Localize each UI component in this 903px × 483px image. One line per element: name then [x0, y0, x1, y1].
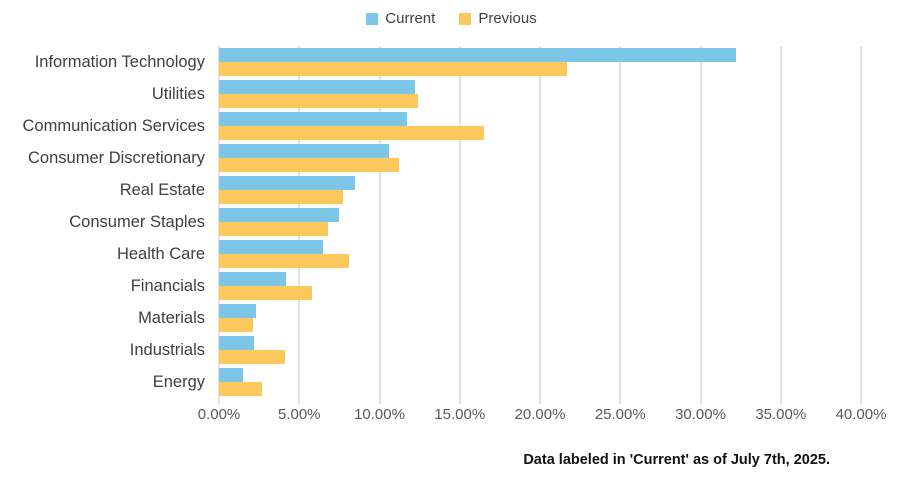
bar-current	[219, 80, 415, 94]
bar-previous	[219, 222, 329, 236]
bar-previous	[219, 158, 399, 172]
bar-current	[219, 336, 255, 350]
bar-current	[219, 272, 287, 286]
legend-swatch-icon	[459, 12, 472, 25]
gridline	[699, 46, 702, 404]
bar-current	[219, 208, 340, 222]
category-label: Financials	[130, 276, 205, 295]
plot-area	[218, 46, 862, 404]
x-axis-tick-label: 15.00%	[434, 406, 486, 423]
bar-row	[219, 302, 861, 334]
footnote: Data labeled in 'Current' as of July 7th…	[523, 452, 830, 468]
bar-previous	[219, 94, 419, 108]
bar-current	[219, 304, 256, 318]
bar-previous	[219, 286, 313, 300]
bar-previous	[219, 350, 285, 364]
x-axis-tick-label: 40.00%	[835, 406, 887, 423]
category-label: Communication Services	[22, 116, 205, 135]
bar-row	[219, 78, 861, 110]
category-label: Real Estate	[119, 180, 205, 199]
category-label: Health Care	[116, 244, 205, 263]
bar-row	[219, 334, 861, 366]
bar-row	[219, 46, 861, 78]
bar-previous	[219, 318, 253, 332]
bar-row	[219, 174, 861, 206]
chart-legend: Current Previous	[0, 10, 903, 27]
category-label: Consumer Discretionary	[28, 148, 205, 167]
gridline	[378, 46, 381, 404]
x-axis-tick-label: 30.00%	[675, 406, 726, 423]
bar-row	[219, 270, 861, 302]
bar-current	[219, 176, 356, 190]
legend-label: Current	[385, 10, 436, 27]
gridline	[539, 46, 541, 404]
category-label: Consumer Staples	[69, 212, 205, 231]
legend-label: Previous	[478, 10, 537, 27]
x-axis-tick-label: 10.00%	[354, 406, 405, 423]
y-axis-category-labels: Information Technology Utilities Communica…	[0, 46, 205, 398]
bar-previous	[219, 190, 343, 204]
gridline	[458, 46, 461, 404]
bar-previous	[219, 382, 263, 396]
legend-swatch-icon	[366, 12, 379, 25]
bar-row	[219, 206, 861, 238]
gridline	[860, 46, 862, 404]
bar-previous	[219, 254, 349, 268]
x-axis-tick-label: 35.00%	[755, 406, 807, 423]
bar-row	[219, 142, 861, 174]
x-axis-tick-label: 0.00%	[197, 406, 241, 423]
legend-item-current: Current	[366, 10, 435, 27]
x-axis-tick-labels: 0.00% 5.00% 10.00% 15.00% 20.00% 25.00% 30.00%…	[198, 406, 887, 426]
bar-previous	[219, 62, 568, 76]
gridline	[779, 46, 782, 404]
x-axis-tick-label: 5.00%	[277, 406, 321, 423]
bar-row	[219, 366, 861, 398]
bar-previous	[219, 126, 484, 140]
bar-current	[219, 368, 244, 382]
bar-current	[219, 112, 407, 126]
x-axis-tick-label: 20.00%	[514, 406, 566, 423]
bar-current	[219, 240, 324, 254]
category-label: Materials	[138, 308, 205, 327]
gridline	[619, 46, 622, 404]
bar-rows	[219, 46, 861, 398]
bar-current	[219, 48, 736, 62]
bar-current	[219, 144, 390, 158]
category-label: Utilities	[151, 84, 205, 103]
category-label: Industrials	[129, 340, 205, 359]
x-axis-tick-label: 25.00%	[594, 406, 646, 423]
legend-item-previous: Previous	[459, 10, 537, 27]
category-label: Information Technology	[34, 52, 205, 71]
bar-row	[219, 238, 861, 270]
category-label: Energy	[152, 372, 205, 391]
bar-row	[219, 110, 861, 142]
